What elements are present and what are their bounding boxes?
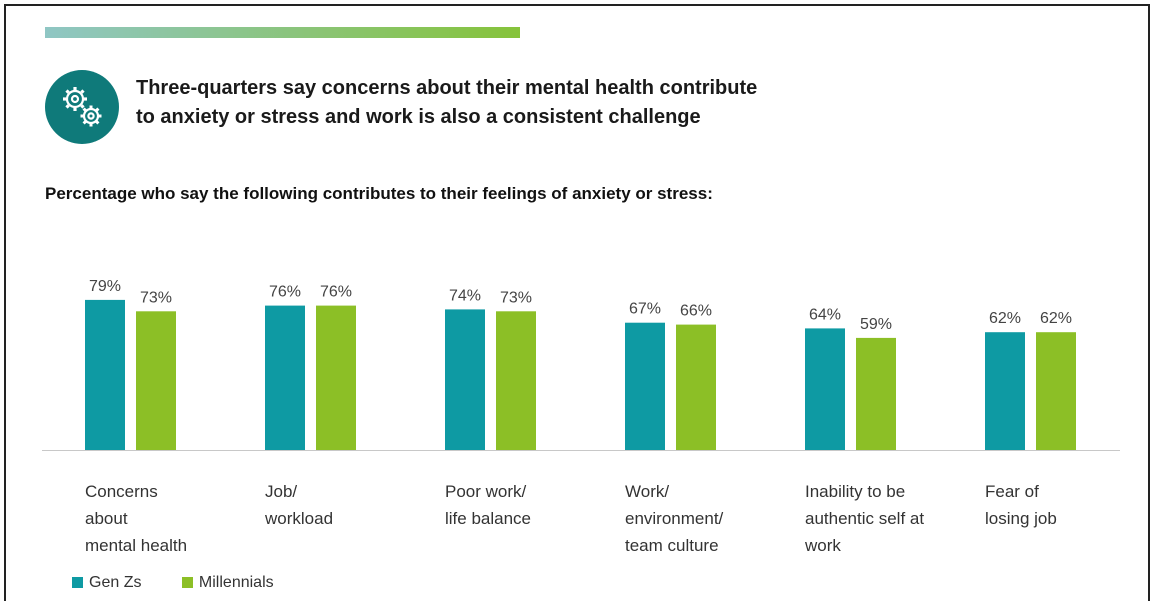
data-label-gen-zs-5: 62% — [989, 310, 1021, 327]
category-label-1-line-0: Job/ — [265, 482, 298, 501]
figure-frame — [4, 4, 1150, 601]
category-label-0-line-2: mental health — [85, 536, 188, 555]
category-label-4-line-1: authentic self at — [805, 509, 925, 528]
data-label-millennials-4: 59% — [860, 316, 892, 333]
gears-icon — [45, 70, 119, 144]
data-label-millennials-2: 73% — [500, 289, 532, 306]
headline: Three-quarters say concerns about their … — [136, 74, 856, 132]
bar-millennials-1 — [316, 305, 356, 450]
category-label-1: Job/workload — [265, 478, 415, 532]
data-label-gen-zs-0: 79% — [89, 278, 121, 295]
category-label-0-line-0: Concerns — [85, 482, 158, 501]
data-label-millennials-1: 76% — [320, 284, 352, 301]
legend-item-gen-zs: Gen Zs — [72, 574, 141, 592]
legend: Gen Zs Millennials — [72, 574, 310, 592]
headline-line-2: to anxiety or stress and work is also a … — [136, 106, 701, 128]
bar-millennials-2 — [496, 311, 536, 450]
bar-gen-zs-3 — [625, 322, 665, 450]
data-label-millennials-3: 66% — [680, 303, 712, 320]
data-label-gen-zs-2: 74% — [449, 287, 481, 304]
category-label-2-line-0: Poor work/ — [445, 482, 527, 501]
legend-swatch-millennials — [181, 577, 193, 588]
category-label-3-line-0: Work/ — [625, 482, 670, 501]
category-label-2-line-1: life balance — [445, 509, 532, 528]
bar-gen-zs-4 — [805, 328, 845, 450]
bar-millennials-3 — [676, 324, 716, 450]
bar-millennials-5 — [1036, 332, 1076, 450]
category-label-4-line-0: Inability to be — [805, 482, 906, 501]
bar-gen-zs-0 — [85, 299, 125, 450]
category-label-5-line-0: Fear of — [985, 482, 1039, 501]
legend-label-millennials: Millennials — [198, 574, 274, 591]
bar-millennials-4 — [856, 337, 896, 450]
category-label-2: Poor work/life balance — [445, 478, 595, 532]
legend-label-gen-zs: Gen Zs — [89, 574, 142, 591]
category-label-5: Fear of losing job — [985, 478, 1135, 532]
data-label-millennials-0: 73% — [140, 289, 172, 306]
category-label-4-line-2: work — [805, 536, 841, 555]
category-label-0-line-1: about — [85, 509, 128, 528]
category-label-3-line-2: team culture — [625, 536, 719, 555]
category-label-3: Work/environment/team culture — [625, 478, 775, 559]
headline-line-1: Three-quarters say concerns about their … — [136, 77, 758, 99]
data-label-gen-zs-3: 67% — [629, 301, 661, 318]
data-label-gen-zs-1: 76% — [269, 284, 301, 301]
legend-swatch-gen-zs — [72, 577, 83, 588]
category-label-1-line-1: workload — [265, 509, 334, 528]
category-label-4: Inability to be authentic self at work — [805, 478, 955, 559]
bar-millennials-0 — [136, 311, 176, 450]
bar-gen-zs-1 — [265, 305, 305, 450]
bar-gen-zs-5 — [985, 332, 1025, 450]
bar-gen-zs-2 — [445, 309, 485, 450]
data-label-millennials-5: 62% — [1040, 310, 1072, 327]
data-label-gen-zs-4: 64% — [809, 306, 841, 323]
accent-bar — [45, 27, 520, 38]
category-label-3-line-1: environment/ — [625, 509, 724, 528]
legend-item-millennials: Millennials — [181, 574, 274, 592]
chart-title: Percentage who say the following contrib… — [45, 184, 713, 203]
category-label-0: Concerns about mental health — [85, 478, 235, 559]
category-label-5-line-1: losing job — [985, 509, 1057, 528]
